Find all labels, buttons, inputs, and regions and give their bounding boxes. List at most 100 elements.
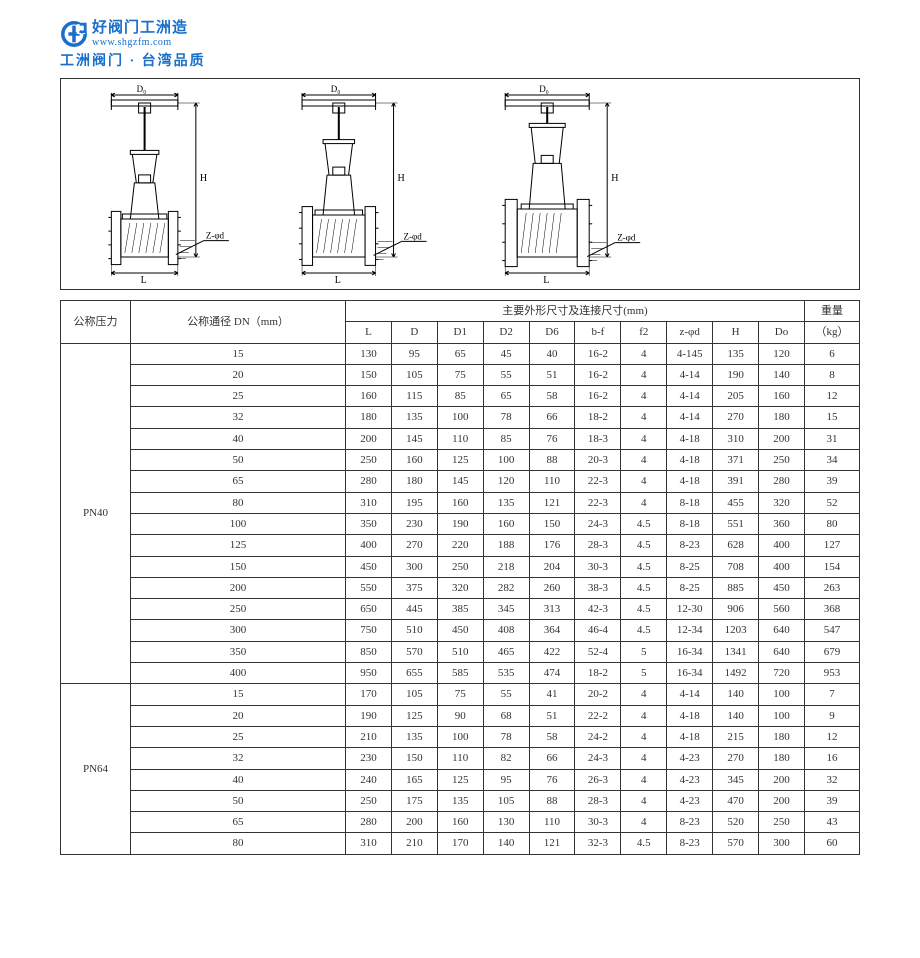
th-dim-Do: Do bbox=[759, 322, 805, 343]
cell-D2: 218 bbox=[483, 556, 529, 577]
cell-Do: 640 bbox=[759, 641, 805, 662]
cell-D6: 204 bbox=[529, 556, 575, 577]
svg-text:L: L bbox=[335, 275, 341, 285]
cell-D6: 88 bbox=[529, 790, 575, 811]
table-row: 2019012590685122-244-181401009 bbox=[61, 705, 860, 726]
th-dim-b-f: b-f bbox=[575, 322, 621, 343]
cell-kg: 39 bbox=[805, 471, 860, 492]
cell-zphid: 12-34 bbox=[667, 620, 713, 641]
cell-dn: 200 bbox=[131, 577, 346, 598]
cell-D1: 125 bbox=[437, 450, 483, 471]
svg-text:D₀: D₀ bbox=[137, 85, 147, 94]
cell-D1: 160 bbox=[437, 812, 483, 833]
cell-H: 520 bbox=[713, 812, 759, 833]
cell-D1: 100 bbox=[437, 407, 483, 428]
cell-dn: 65 bbox=[131, 812, 346, 833]
cell-dn: 65 bbox=[131, 471, 346, 492]
cell-L: 160 bbox=[346, 386, 392, 407]
table-row: 8031021017014012132-34.58-2357030060 bbox=[61, 833, 860, 854]
cell-D: 180 bbox=[391, 471, 437, 492]
cell-H: 1492 bbox=[713, 663, 759, 684]
th-dim-D1: D1 bbox=[437, 322, 483, 343]
cell-D1: 75 bbox=[437, 364, 483, 385]
cell-D2: 78 bbox=[483, 407, 529, 428]
cell-zphid: 4-14 bbox=[667, 684, 713, 705]
brand-logo: 好阀门工洲造 www.shgzfm.com bbox=[60, 20, 860, 48]
table-row: 6528018014512011022-344-1839128039 bbox=[61, 471, 860, 492]
cell-bf: 20-3 bbox=[575, 450, 621, 471]
cell-zphid: 8-23 bbox=[667, 535, 713, 556]
spec-table: 公称压力 公称通径 DN（mm） 主要外形尺寸及连接尺寸(mm) 重量 LDD1… bbox=[60, 300, 860, 855]
cell-f2: 4 bbox=[621, 407, 667, 428]
cell-H: 470 bbox=[713, 790, 759, 811]
cell-zphid: 4-23 bbox=[667, 769, 713, 790]
th-dn: 公称通径 DN（mm） bbox=[131, 301, 346, 344]
cell-zphid: 4-23 bbox=[667, 790, 713, 811]
cell-kg: 12 bbox=[805, 726, 860, 747]
cell-bf: 26-3 bbox=[575, 769, 621, 790]
table-row: 30075051045040836446-44.512-341203640547 bbox=[61, 620, 860, 641]
cell-D: 655 bbox=[391, 663, 437, 684]
cell-D2: 55 bbox=[483, 684, 529, 705]
table-row: 502501751351058828-344-2347020039 bbox=[61, 790, 860, 811]
cell-D: 210 bbox=[391, 833, 437, 854]
cell-D2: 135 bbox=[483, 492, 529, 513]
cell-D6: 51 bbox=[529, 705, 575, 726]
cell-kg: 12 bbox=[805, 386, 860, 407]
cell-bf: 32-3 bbox=[575, 833, 621, 854]
cell-Do: 450 bbox=[759, 577, 805, 598]
cell-f2: 4 bbox=[621, 769, 667, 790]
cell-kg: 953 bbox=[805, 663, 860, 684]
cell-D6: 422 bbox=[529, 641, 575, 662]
cell-Do: 300 bbox=[759, 833, 805, 854]
cell-f2: 4.5 bbox=[621, 513, 667, 534]
cell-zphid: 8-23 bbox=[667, 833, 713, 854]
cell-D: 230 bbox=[391, 513, 437, 534]
cell-zphid: 8-18 bbox=[667, 513, 713, 534]
cell-Do: 280 bbox=[759, 471, 805, 492]
table-row: PN40151309565454016-244-1451351206 bbox=[61, 343, 860, 364]
cell-bf: 52-4 bbox=[575, 641, 621, 662]
cell-D1: 110 bbox=[437, 428, 483, 449]
cell-D6: 88 bbox=[529, 450, 575, 471]
cell-D1: 320 bbox=[437, 577, 483, 598]
cell-dn: 80 bbox=[131, 833, 346, 854]
svg-text:D₀: D₀ bbox=[539, 85, 549, 94]
cell-Do: 720 bbox=[759, 663, 805, 684]
cell-Do: 180 bbox=[759, 407, 805, 428]
cell-D2: 120 bbox=[483, 471, 529, 492]
th-dims-group: 主要外形尺寸及连接尺寸(mm) bbox=[346, 301, 805, 322]
cell-H: 190 bbox=[713, 364, 759, 385]
table-row: 6528020016013011030-348-2352025043 bbox=[61, 812, 860, 833]
th-pressure: 公称压力 bbox=[61, 301, 131, 344]
cell-f2: 4 bbox=[621, 812, 667, 833]
svg-text:L: L bbox=[543, 275, 549, 285]
table-row: 502501601251008820-344-1837125034 bbox=[61, 450, 860, 471]
cell-f2: 4 bbox=[621, 790, 667, 811]
cell-H: 391 bbox=[713, 471, 759, 492]
cell-bf: 16-2 bbox=[575, 386, 621, 407]
cell-D6: 66 bbox=[529, 748, 575, 769]
cell-H: 708 bbox=[713, 556, 759, 577]
th-dim-H: H bbox=[713, 322, 759, 343]
cell-bf: 22-3 bbox=[575, 471, 621, 492]
cell-D2: 100 bbox=[483, 450, 529, 471]
cell-Do: 100 bbox=[759, 684, 805, 705]
cell-bf: 18-2 bbox=[575, 663, 621, 684]
cell-f2: 4.5 bbox=[621, 599, 667, 620]
cell-Do: 400 bbox=[759, 535, 805, 556]
cell-dn: 40 bbox=[131, 769, 346, 790]
cell-D2: 55 bbox=[483, 364, 529, 385]
cell-f2: 4.5 bbox=[621, 577, 667, 598]
cell-Do: 360 bbox=[759, 513, 805, 534]
cell-dn: 250 bbox=[131, 599, 346, 620]
th-weight: 重量 bbox=[805, 301, 860, 322]
cell-Do: 140 bbox=[759, 364, 805, 385]
cell-D1: 510 bbox=[437, 641, 483, 662]
valve-diagram-3: D₀HLZ-φd bbox=[459, 85, 669, 285]
cell-D6: 76 bbox=[529, 769, 575, 790]
cell-dn: 80 bbox=[131, 492, 346, 513]
cell-L: 310 bbox=[346, 833, 392, 854]
cell-D2: 408 bbox=[483, 620, 529, 641]
cell-H: 140 bbox=[713, 705, 759, 726]
